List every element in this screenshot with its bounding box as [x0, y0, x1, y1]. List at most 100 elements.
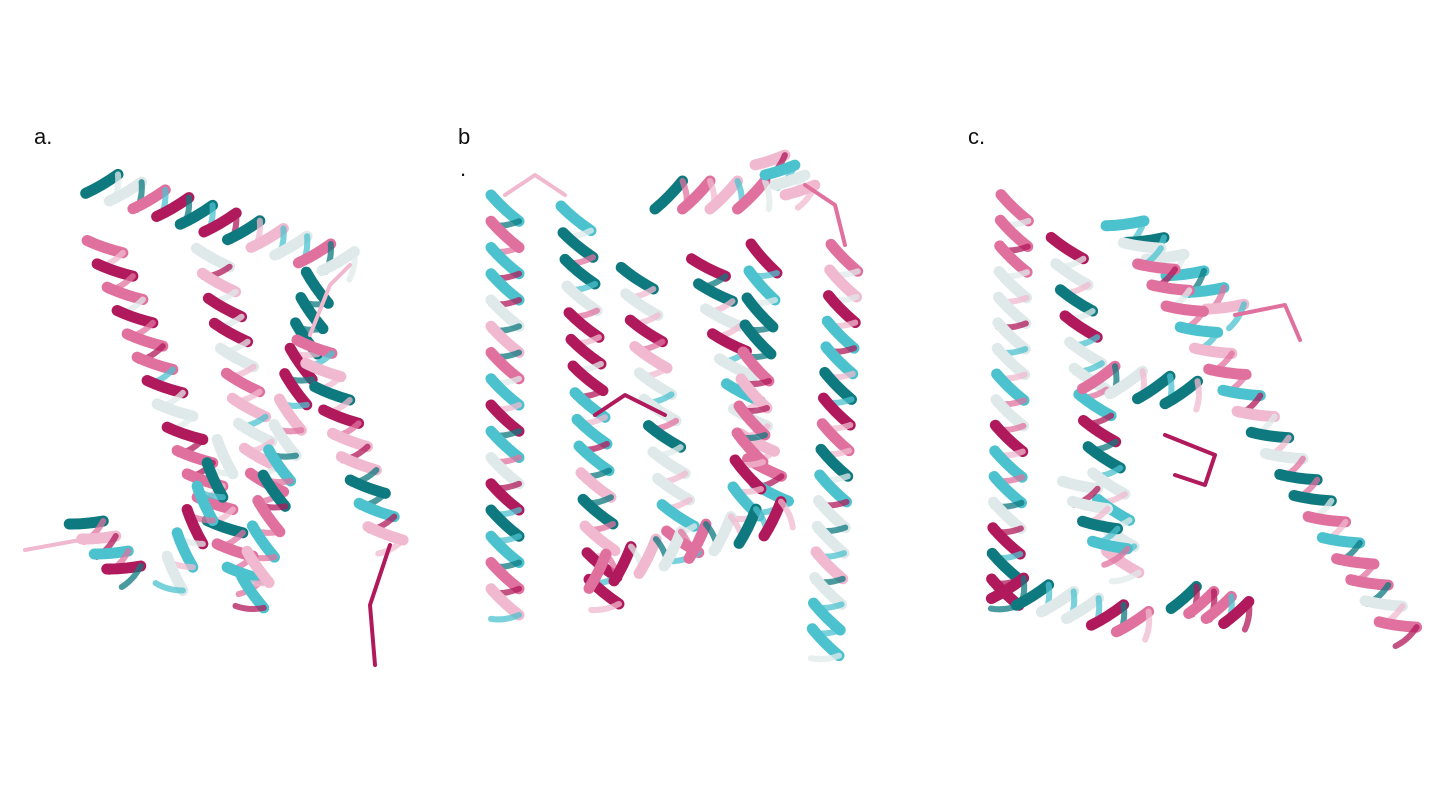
helix-turn: [485, 320, 525, 358]
helix-turn: [1104, 365, 1149, 400]
helix-turn: [806, 623, 845, 662]
helix-turn: [735, 373, 773, 414]
helix-turn: [1131, 370, 1176, 405]
helix-turn: [825, 238, 864, 277]
helix-turn: [1159, 375, 1204, 410]
helix-turn: [583, 548, 612, 594]
helix-turn: [988, 496, 1027, 534]
panel-label-a: a.: [34, 124, 53, 149]
helix-turn: [485, 373, 525, 411]
helix-turn: [555, 200, 597, 237]
helix-turn: [80, 168, 124, 199]
helix-turn: [241, 545, 275, 589]
helix-turn: [737, 346, 775, 387]
helix-backbone: [761, 177, 773, 213]
protein-helix-ribbon-c: [985, 189, 1423, 650]
helix-turn: [1316, 532, 1366, 549]
helix-turn: [686, 253, 731, 282]
coil-loop: [1233, 303, 1302, 342]
helix-turn: [677, 175, 716, 215]
helix-turn: [579, 520, 621, 557]
helix-turn: [995, 189, 1034, 227]
helix-turn: [485, 347, 525, 385]
helix-turn: [1203, 363, 1252, 381]
helix-turn: [620, 288, 664, 321]
helix-turn: [485, 425, 525, 463]
helix-backbone: [807, 652, 843, 663]
helix-turn: [567, 360, 609, 397]
helix-turn: [1050, 258, 1094, 291]
helix-turn: [810, 546, 849, 585]
helix-turn: [815, 443, 854, 482]
helix-turn: [1274, 468, 1323, 486]
helix-turn: [161, 421, 209, 445]
helix-turn: [1060, 592, 1105, 625]
helix-turn: [733, 503, 762, 549]
helix-turn: [704, 175, 743, 215]
helix-backbone: [1108, 569, 1142, 585]
coil-loop: [23, 538, 82, 552]
helix-turn: [991, 368, 1030, 406]
helix-turn: [656, 499, 700, 532]
helix-turn: [989, 419, 1029, 458]
helix-turn: [284, 342, 318, 385]
helix-turn: [994, 240, 1033, 278]
helix-turn: [151, 398, 199, 422]
helix-turn: [994, 214, 1034, 253]
helix-turn: [335, 451, 382, 476]
helix-turn: [624, 314, 668, 348]
helix-turn: [485, 583, 525, 621]
helix-turn: [985, 572, 1030, 605]
helix-turn: [741, 292, 779, 333]
helix-turn: [211, 433, 239, 480]
protein-helix-ribbon-b: [485, 149, 864, 663]
helix-backbone: [777, 498, 796, 531]
helix-turn: [714, 353, 759, 382]
helix-turn: [131, 351, 179, 375]
helix-turn: [291, 334, 338, 359]
helix-backbone: [1241, 598, 1253, 633]
coil-loop: [803, 183, 847, 247]
helix-turn: [742, 453, 787, 482]
helix-turn: [824, 264, 862, 303]
helix-turn: [809, 571, 847, 610]
coil-loop: [503, 173, 567, 197]
helix-turn: [989, 445, 1028, 483]
helix-turn: [1146, 279, 1195, 296]
panel-label-b-dot: .: [460, 156, 467, 181]
helix-turn: [823, 290, 861, 329]
helix-turn: [295, 291, 329, 335]
helix-turn: [557, 227, 599, 263]
helix-turn: [279, 368, 313, 411]
helix-turn: [196, 267, 242, 298]
helix-turn: [485, 242, 525, 280]
helix-backbone: [152, 580, 186, 594]
helix-turn: [485, 530, 525, 568]
helix-turn: [647, 446, 691, 480]
helix-turn: [309, 381, 356, 406]
helix-backbone: [1392, 624, 1420, 650]
helix-turn: [263, 444, 297, 487]
helix-turn: [1054, 284, 1099, 317]
helix-turn: [642, 420, 687, 453]
helix-turn: [811, 520, 850, 559]
helix-turn: [814, 469, 852, 508]
helix-turn: [76, 530, 122, 545]
helix-turn: [559, 253, 601, 290]
helix-turn: [1082, 441, 1126, 474]
helix-turn: [1117, 237, 1167, 254]
protein-helix-ribbon-a: [23, 168, 409, 667]
helix-turn: [708, 511, 737, 557]
helix-turn: [700, 303, 745, 332]
helix-turn: [318, 404, 365, 429]
helix-turn: [1073, 388, 1117, 422]
helix-turn: [990, 394, 1029, 432]
helix-turn: [816, 418, 855, 457]
helix-turn: [485, 399, 525, 437]
protein-structure-c: [965, 175, 1425, 665]
helix-backbone: [232, 602, 267, 613]
helix-turn: [300, 266, 334, 309]
helix-turn: [652, 472, 696, 506]
helix-turn: [1188, 342, 1238, 359]
